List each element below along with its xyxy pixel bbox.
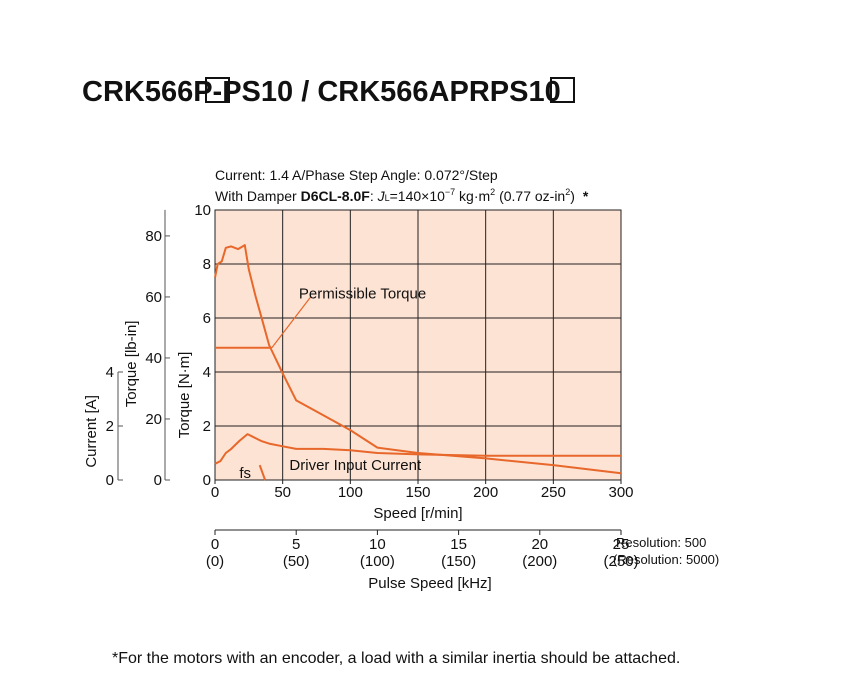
- pulse-subtick-label-3: (150): [441, 553, 476, 570]
- y-current-tick-label-0: 0: [106, 472, 114, 489]
- y-lbin-tick-label-0: 0: [154, 472, 162, 489]
- x-axis-label: Speed [r/min]: [373, 505, 462, 522]
- pulse-axis-label: Pulse Speed [kHz]: [368, 575, 491, 592]
- resolution-5000-label: (Resolution: 5000): [613, 552, 719, 567]
- y-nm-tick-label-2: 4: [203, 364, 211, 381]
- plot-series: [214, 244, 622, 481]
- y-current-tick-label-2: 4: [106, 364, 114, 381]
- series-line-1: [214, 244, 622, 475]
- y-lbin-tick-label-4: 80: [145, 228, 162, 245]
- pulse-tick-label-4: 20: [531, 536, 548, 553]
- y-axis-label-current: Current [A]: [83, 395, 100, 468]
- page-title: CRK566P-PS10 / CRK566APRPS10: [82, 76, 561, 108]
- x-tick-label-3: 150: [405, 484, 430, 501]
- pulse-tick-label-0: 0: [211, 536, 219, 553]
- resolution-500-label: Resolution: 500: [616, 535, 706, 550]
- x-tick-label-4: 200: [473, 484, 498, 501]
- plot-axes: 0 50 100 150 200 250 30002468100204060800240(0…: [106, 202, 639, 570]
- annotation-fs: fs: [239, 465, 251, 482]
- y-axis-label-nm: Torque [N·m]: [176, 352, 193, 439]
- title-part2: P-PS10 / CRK566APR: [193, 76, 490, 108]
- x-tick-label-5: 250: [541, 484, 566, 501]
- y-lbin-tick-label-3: 60: [145, 289, 162, 306]
- pulse-subtick-label-4: (200): [522, 553, 557, 570]
- pulse-subtick-label-1: (50): [283, 553, 310, 570]
- pulse-tick-label-3: 15: [450, 536, 467, 553]
- title-box-symbol-2: [550, 77, 575, 103]
- x-tick-label-1: 50: [274, 484, 291, 501]
- y-lbin-tick-label-2: 40: [145, 350, 162, 367]
- pulse-tick-label-1: 5: [292, 536, 300, 553]
- footnote: *For the motors with an encoder, a load …: [112, 650, 680, 667]
- pulse-subtick-label-2: (100): [360, 553, 395, 570]
- x-tick-label-6: 300: [608, 484, 633, 501]
- series-line-2: [214, 433, 621, 465]
- x-tick-label-2: 100: [338, 484, 363, 501]
- plot-grid: [215, 210, 621, 480]
- pulse-subtick-label-5: (250): [603, 553, 638, 570]
- y-axis-label-lbin: Torque [lb-in]: [123, 321, 140, 408]
- pulse-subtick-label-0: (0): [206, 553, 224, 570]
- y-lbin-tick-label-1: 20: [145, 411, 162, 428]
- title-part1: CRK566: [82, 76, 193, 108]
- damper-model: D6CL-8.0F: [301, 188, 371, 204]
- pulse-tick-label-5: 25: [613, 536, 630, 553]
- y-nm-tick-label-1: 2: [203, 418, 211, 435]
- conditions-line2: With Damper D6CL-8.0F: JL=140×10−7 kg·m2…: [215, 187, 589, 204]
- annotation-permissible-torque: Permissible Torque: [299, 285, 426, 302]
- y-nm-tick-label-5: 10: [194, 202, 211, 219]
- y-nm-tick-label-4: 8: [203, 256, 211, 273]
- y-nm-tick-label-0: 0: [203, 472, 211, 489]
- permissible-torque-leader: [271, 296, 312, 349]
- pulse-tick-label-2: 10: [369, 536, 386, 553]
- series-line-3: [258, 464, 267, 481]
- y-current-tick-label-1: 2: [106, 418, 114, 435]
- conditions-line1: Current: 1.4 A/Phase Step Angle: 0.072°/…: [215, 167, 498, 183]
- title-box-symbol-1: [205, 77, 230, 103]
- x-tick-label-0: 0: [211, 484, 219, 501]
- y-nm-tick-label-3: 6: [203, 310, 211, 327]
- annotation-driver-input-current: Driver Input Current: [289, 457, 422, 474]
- title-part3: PS10: [490, 76, 561, 108]
